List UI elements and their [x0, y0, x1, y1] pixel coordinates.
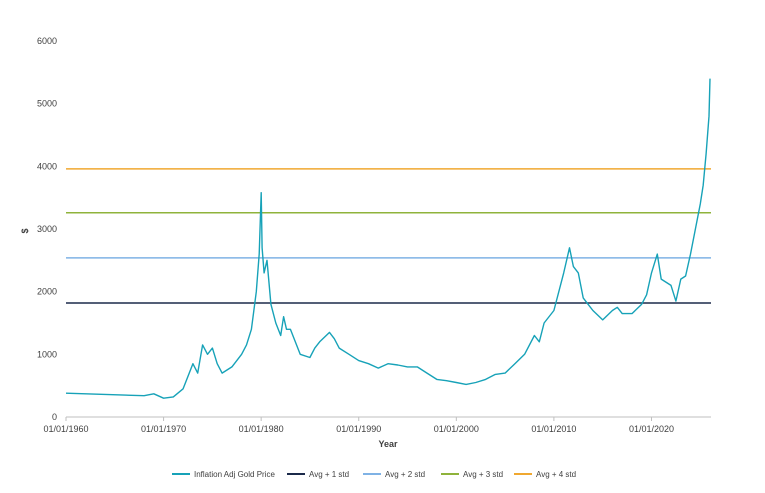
y-tick-label: 2000 — [37, 287, 57, 297]
y-tick-label: 1000 — [37, 349, 57, 359]
x-tick-label: 01/01/1980 — [239, 424, 284, 434]
x-tick-label: 01/01/1970 — [141, 424, 186, 434]
legend-label: Avg + 3 std — [463, 470, 503, 479]
x-tick-label: 01/01/2010 — [531, 424, 576, 434]
x-tick-label: 01/01/1990 — [336, 424, 381, 434]
y-tick-label: 0 — [52, 412, 57, 422]
y-tick-label: 5000 — [37, 99, 57, 109]
legend-label: Avg + 4 std — [536, 470, 576, 479]
y-tick-label: 6000 — [37, 36, 57, 46]
x-tick-label: 01/01/1960 — [43, 424, 88, 434]
legend: Inflation Adj Gold Price Avg + 1 std Avg +… — [172, 470, 576, 479]
legend-label: Avg + 1 std — [309, 470, 349, 479]
y-tick-label: 4000 — [37, 161, 57, 171]
legend-label: Avg + 2 std — [385, 470, 425, 479]
x-tick-label: 01/01/2020 — [629, 424, 674, 434]
x-axis-ticks: 01/01/1960 01/01/1970 01/01/1980 01/01/1990… — [43, 417, 674, 434]
reference-lines — [66, 168, 711, 304]
y-axis-ticks: 0 1000 2000 3000 4000 5000 6000 — [37, 36, 57, 422]
x-tick-label: 01/01/2000 — [434, 424, 479, 434]
legend-label: Inflation Adj Gold Price — [194, 470, 275, 479]
series-line-gold-price — [65, 78, 711, 399]
y-tick-label: 3000 — [37, 224, 57, 234]
x-axis-title: Year — [378, 439, 398, 449]
y-axis-title: $ — [20, 228, 30, 233]
